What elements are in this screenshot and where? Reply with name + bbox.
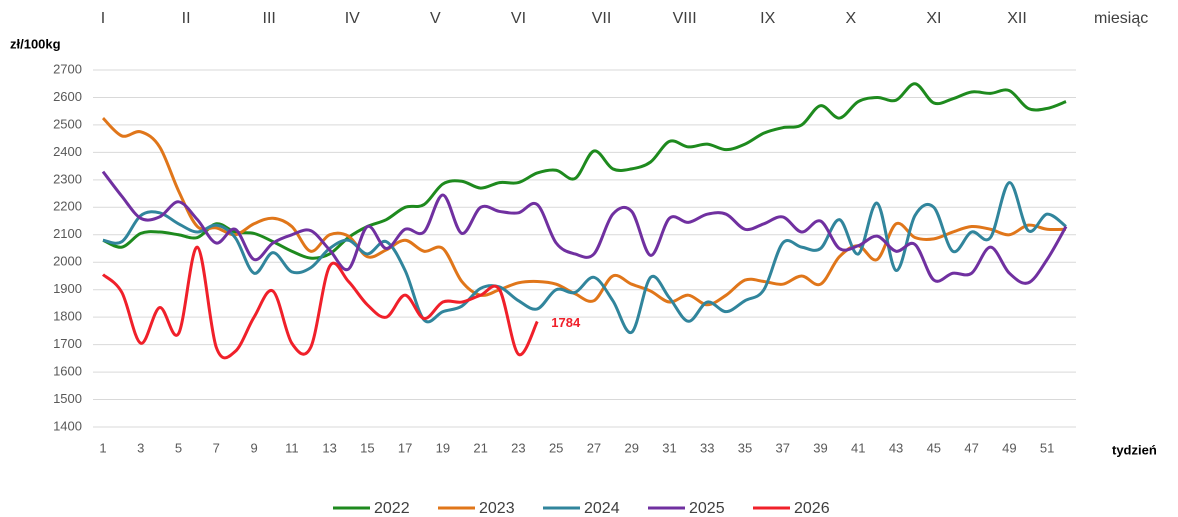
series-line	[101, 170, 1068, 285]
legend-label: 2023	[479, 500, 515, 517]
series-line	[101, 116, 1067, 307]
y-tick-label: 1500	[53, 391, 82, 406]
month-label: IV	[345, 10, 360, 27]
y-tick-label: 1800	[53, 309, 82, 324]
month-label: I	[101, 10, 105, 27]
month-label: IX	[760, 10, 775, 27]
y-tick-label: 1400	[53, 418, 82, 433]
legend-label: 2024	[584, 500, 620, 517]
month-label: X	[845, 10, 856, 27]
x-tick-label: 33	[700, 440, 714, 455]
x-tick-label: 29	[624, 440, 638, 455]
month-label: VII	[592, 10, 612, 27]
legend-label: 2026	[794, 500, 830, 517]
y-tick-label: 2500	[53, 116, 82, 131]
y-tick-label: 2000	[53, 254, 82, 269]
x-tick-label: 47	[964, 440, 978, 455]
x-tick-label: 11	[285, 440, 299, 455]
x-tick-label: 7	[213, 440, 220, 455]
x-tick-label: 43	[889, 440, 903, 455]
legend-label: 2022	[374, 500, 410, 517]
y-tick-label: 2100	[53, 226, 82, 241]
x-tick-label: 19	[436, 440, 450, 455]
x-axis-label: tydzień	[1112, 442, 1157, 457]
month-label: III	[263, 10, 276, 27]
series-line	[101, 245, 539, 360]
month-label: XI	[926, 10, 941, 27]
month-label: VI	[511, 10, 526, 27]
x-tick-label: 15	[360, 440, 374, 455]
month-label: II	[182, 10, 191, 27]
x-tick-label: 51	[1040, 440, 1054, 455]
month-label: XII	[1007, 10, 1027, 27]
y-tick-label: 1900	[53, 281, 82, 296]
y-axis-label: zł/100kg	[10, 36, 61, 51]
y-tick-label: 1600	[53, 364, 82, 379]
x-tick-label: 1	[99, 440, 106, 455]
x-tick-label: 37	[776, 440, 790, 455]
x-tick-label: 21	[473, 440, 487, 455]
month-label: V	[430, 10, 441, 27]
x-tick-label: 5	[175, 440, 182, 455]
x-tick-label: 17	[398, 440, 412, 455]
x-tick-label: 23	[511, 440, 525, 455]
series-line	[102, 82, 1067, 260]
legend-label: 2025	[689, 500, 725, 517]
x-tick-label: 39	[813, 440, 827, 455]
x-tick-label: 41	[851, 440, 865, 455]
month-axis-label: miesiąc	[1094, 10, 1148, 27]
x-tick-label: 49	[1002, 440, 1016, 455]
x-tick-label: 25	[549, 440, 563, 455]
y-tick-label: 2600	[53, 89, 82, 104]
y-tick-label: 1700	[53, 336, 82, 351]
x-tick-label: 13	[322, 440, 336, 455]
y-tick-label: 2400	[53, 144, 82, 159]
y-tick-label: 2300	[53, 171, 82, 186]
x-tick-label: 3	[137, 440, 144, 455]
x-tick-label: 9	[250, 440, 257, 455]
x-tick-label: 45	[927, 440, 941, 455]
x-tick-label: 31	[662, 440, 676, 455]
month-label: VIII	[673, 10, 697, 27]
y-tick-label: 2200	[53, 199, 82, 214]
x-tick-label: 27	[587, 440, 601, 455]
x-tick-label: 35	[738, 440, 752, 455]
y-tick-label: 2700	[53, 61, 82, 76]
value-label: 1784	[551, 315, 581, 330]
